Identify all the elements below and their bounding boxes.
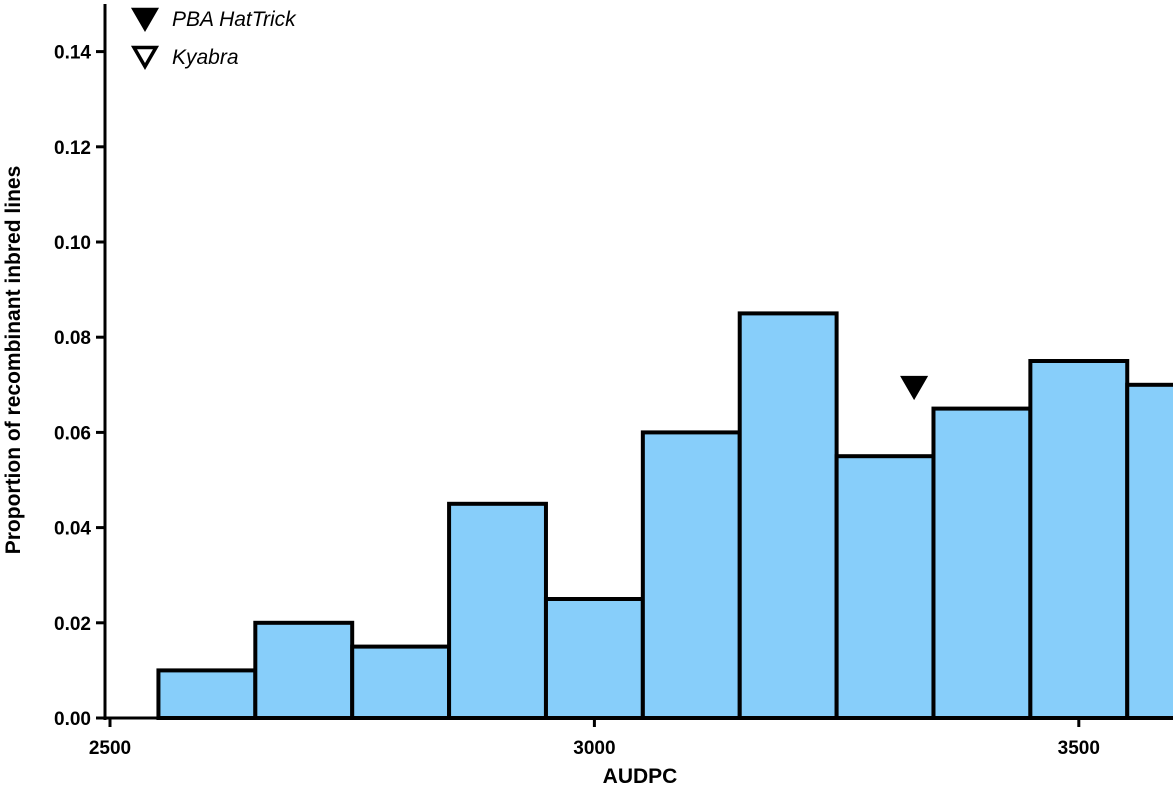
histogram-bar [543, 597, 645, 720]
bars-group [156, 311, 1173, 721]
histogram-bar [253, 620, 355, 720]
histogram-bar [737, 311, 839, 720]
histogram-bar [1028, 359, 1130, 720]
y-tick-label: 0.04 [54, 519, 91, 540]
y-tick-label: 0.06 [54, 423, 91, 444]
y-axis-title: Proportion of recombinant inbred lines [2, 166, 25, 555]
histogram-bar [350, 644, 452, 720]
y-tick-label: 0.08 [54, 328, 91, 349]
filled-triangle-marker [900, 375, 929, 401]
histogram-bar [931, 406, 1033, 720]
y-tick-label: 0.10 [54, 233, 91, 254]
histogram-bar [447, 501, 548, 720]
x-axis-title: AUDPC [603, 765, 678, 788]
histogram-bar [640, 430, 742, 720]
axes-group: 0.00 0.02 0.04 0.06 0.08 0.10 0.12 0.14 2500 3000… [54, 4, 1170, 759]
x-tick-label: 3000 [573, 738, 615, 759]
y-tick-label: 0.14 [54, 43, 91, 64]
histogram-bar [834, 454, 936, 720]
legend-label: PBA HatTrick [172, 8, 297, 31]
legend-label: Kyabra [172, 46, 239, 69]
y-tick-label: 0.12 [54, 138, 91, 159]
y-tick-label: 0.00 [54, 709, 91, 730]
histogram-bar [1125, 382, 1173, 720]
legend-open-triangle-icon [130, 45, 160, 70]
markers-group [900, 375, 929, 401]
x-tick-label: 2500 [89, 738, 131, 759]
histogram-bar [156, 668, 258, 721]
y-tick-label: 0.02 [54, 614, 91, 635]
legend-filled-triangle-icon [130, 7, 160, 32]
legend: PBA HatTrick Kyabra [130, 7, 297, 70]
x-tick-label: 3500 [1058, 738, 1100, 759]
